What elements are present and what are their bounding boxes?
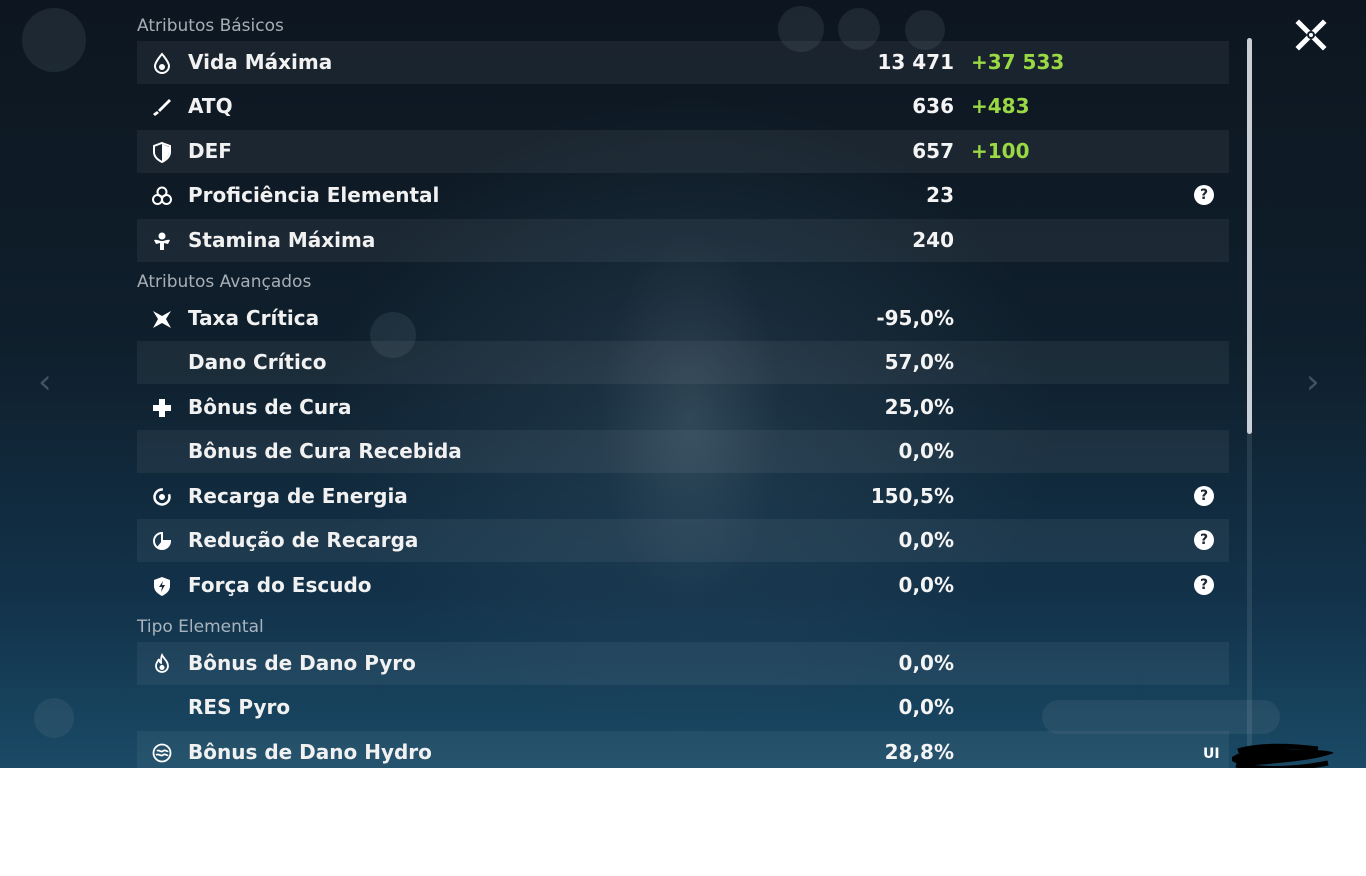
close-icon[interactable] — [1294, 18, 1328, 52]
background-menu-icon — [34, 698, 74, 738]
stat-value: 0,0% — [898, 528, 954, 552]
background-avatar — [838, 8, 880, 50]
stat-row-max-stamina: Stamina Máxima 240 — [137, 219, 1229, 262]
stat-label: Bônus de Cura — [188, 395, 352, 419]
stat-label: Força do Escudo — [188, 573, 372, 597]
help-icon[interactable]: ? — [1194, 185, 1214, 205]
stat-label: Vida Máxima — [188, 50, 333, 74]
section-header-advanced: Atributos Avançados — [137, 272, 312, 292]
stat-row-hydro-dmg: Bônus de Dano Hydro 28,8% — [137, 731, 1229, 768]
background-avatar — [778, 6, 824, 52]
stat-value: 0,0% — [898, 573, 954, 597]
shield-strength-icon — [154, 577, 170, 596]
elemental-mastery-icon — [152, 186, 172, 205]
stat-value: 657 — [912, 139, 954, 163]
stat-value: 636 — [912, 94, 954, 118]
stat-label: Stamina Máxima — [188, 228, 376, 252]
stat-row-pyro-dmg: Bônus de Dano Pyro 0,0% — [137, 642, 1229, 685]
uid-label: UI — [1203, 746, 1220, 762]
stat-row-elemental-mastery: Proficiência Elemental 23 ? — [137, 174, 1229, 217]
stat-label: Bônus de Dano Hydro — [188, 740, 432, 764]
help-icon[interactable]: ? — [1194, 530, 1214, 550]
stat-value: 57,0% — [884, 350, 954, 374]
next-arrow-icon: › — [1306, 362, 1320, 402]
stat-bonus: +37 533 — [971, 50, 1065, 74]
stat-value: 150,5% — [870, 484, 954, 508]
sword-icon — [153, 99, 171, 116]
character-silhouette — [560, 160, 820, 680]
shield-icon — [153, 141, 171, 163]
stat-value: 23 — [926, 183, 954, 207]
stat-bonus: +483 — [971, 94, 1030, 118]
stat-row-shield-strength: Força do Escudo 0,0% ? — [137, 564, 1229, 607]
energy-recharge-icon — [153, 488, 171, 506]
stat-value: 13 471 — [877, 50, 954, 74]
stat-row-incoming-healing: Bônus de Cura Recebida 0,0% — [137, 430, 1229, 473]
background-avatar — [905, 10, 945, 50]
stat-value: 0,0% — [898, 439, 954, 463]
scrollbar-thumb[interactable] — [1247, 38, 1252, 434]
background-emblem — [22, 8, 86, 72]
stat-label: Bônus de Dano Pyro — [188, 651, 416, 675]
pyro-icon — [155, 653, 169, 673]
stat-label: Taxa Crítica — [188, 306, 320, 330]
background-avatar — [370, 312, 416, 358]
section-header-basic: Atributos Básicos — [137, 16, 284, 36]
hydro-icon — [152, 743, 172, 763]
help-icon[interactable]: ? — [1194, 486, 1214, 506]
stat-row-crit-rate: Taxa Crítica -95,0% — [137, 297, 1229, 340]
stamina-icon — [154, 232, 170, 250]
cd-reduction-icon — [153, 531, 172, 550]
stat-row-atk: ATQ 636 +483 — [137, 85, 1229, 128]
stat-value: 0,0% — [898, 695, 954, 719]
stat-label: RES Pyro — [188, 695, 291, 719]
stat-label: Recarga de Energia — [188, 484, 408, 508]
stat-value: 28,8% — [884, 740, 954, 764]
stat-row-pyro-res: RES Pyro 0,0% — [137, 686, 1229, 729]
stat-value: -95,0% — [876, 306, 954, 330]
stat-value: 0,0% — [898, 651, 954, 675]
stat-label: Dano Crítico — [188, 350, 327, 374]
stat-bonus: +100 — [971, 139, 1030, 163]
crit-rate-icon — [153, 311, 171, 328]
stat-row-crit-dmg: Dano Crítico 57,0% — [137, 341, 1229, 384]
stat-row-cd-reduction: Redução de Recarga 0,0% ? — [137, 519, 1229, 562]
previous-arrow-icon: ‹ — [38, 362, 52, 402]
drop-icon — [153, 52, 171, 74]
game-screen: ‹ › Atributos Básicos Vida Máxima 13 471… — [0, 0, 1366, 768]
stat-value: 25,0% — [884, 395, 954, 419]
stat-row-max-hp: Vida Máxima 13 471 +37 533 — [137, 41, 1229, 84]
stat-row-energy-recharge: Recarga de Energia 150,5% ? — [137, 475, 1229, 518]
stat-label: DEF — [188, 139, 232, 163]
stat-value: 240 — [912, 228, 954, 252]
stat-label: Redução de Recarga — [188, 528, 419, 552]
stat-label: Proficiência Elemental — [188, 183, 440, 207]
help-icon[interactable]: ? — [1194, 575, 1214, 595]
stat-row-def: DEF 657 +100 — [137, 130, 1229, 173]
stat-row-healing-bonus: Bônus de Cura 25,0% — [137, 386, 1229, 429]
background-button — [1042, 700, 1280, 734]
stat-label: ATQ — [188, 94, 233, 118]
redaction-scribble — [1232, 743, 1334, 768]
healing-cross-icon — [153, 399, 171, 417]
stat-label: Bônus de Cura Recebida — [188, 439, 462, 463]
section-header-elemental: Tipo Elemental — [137, 617, 264, 637]
